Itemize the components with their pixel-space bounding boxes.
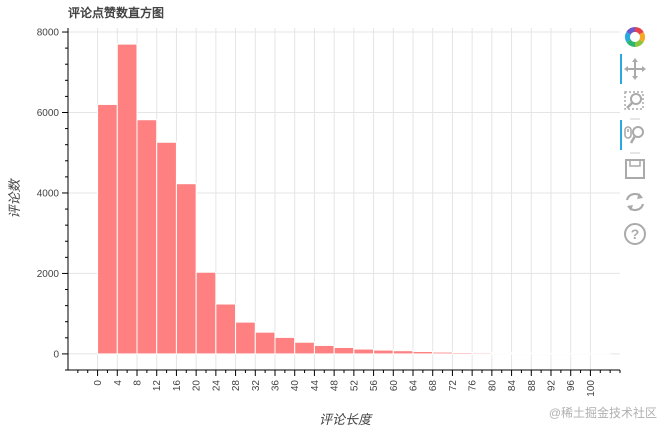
x-axis: 0 4 8 12 16 20 24 28 32 36 40 44 48 52 56 60 64 68 72 76 80 8… — [68, 369, 621, 397]
histogram-bar — [412, 350, 434, 355]
x-tick-label: 28 — [231, 380, 242, 392]
histogram-bar — [511, 352, 532, 355]
histogram-bar — [432, 351, 453, 355]
chart-title: 评论点赞数直方图 — [68, 5, 164, 20]
x-tick-label: 88 — [527, 380, 538, 392]
watermark: @稀土掘金技术社区 — [549, 405, 657, 420]
x-tick-label: 0 — [93, 380, 104, 386]
x-tick-label: 36 — [271, 380, 282, 392]
histogram-bar — [451, 351, 473, 355]
x-tick-label: 56 — [369, 380, 380, 392]
histogram-bar — [195, 271, 217, 355]
x-tick-label: 20 — [192, 380, 203, 392]
y-tick-label: 4000 — [37, 188, 60, 199]
x-tick-label: 80 — [487, 380, 498, 392]
x-tick-label: 72 — [448, 380, 459, 392]
x-tick-label: 4 — [113, 380, 124, 386]
histogram-bar — [97, 103, 118, 355]
x-tick-label: 64 — [409, 380, 420, 392]
svg-text:?: ? — [631, 226, 640, 242]
x-tick-label: 92 — [547, 380, 558, 392]
x-tick-label: 12 — [152, 380, 163, 392]
histogram-bar — [313, 344, 335, 355]
x-tick-label: 100 — [586, 380, 597, 397]
x-tick-label: 16 — [172, 380, 183, 392]
wheel-zoom-active-indicator — [620, 120, 622, 150]
histogram-bar — [491, 352, 513, 355]
x-tick-label: 48 — [330, 380, 341, 392]
x-tick-label: 84 — [507, 380, 518, 392]
pan-icon[interactable] — [624, 58, 646, 80]
histogram-bar — [254, 331, 276, 355]
y-tick-label: 6000 — [37, 108, 60, 119]
y-tick-label: 2000 — [37, 269, 60, 280]
histogram-bar — [530, 352, 552, 355]
histogram-bar — [392, 350, 414, 355]
histogram-bar — [353, 348, 375, 355]
histogram-bar — [116, 43, 138, 355]
x-tick-label: 8 — [133, 380, 144, 386]
y-axis-label: 评论数 — [7, 178, 22, 219]
x-tick-label: 68 — [428, 380, 439, 392]
x-tick-label: 60 — [389, 380, 400, 392]
x-tick-label: 52 — [349, 380, 360, 392]
wheel-zoom-icon[interactable] — [624, 126, 644, 144]
save-icon[interactable] — [625, 159, 645, 179]
y-tick-label: 8000 — [37, 28, 60, 39]
x-tick-label: 44 — [310, 380, 321, 392]
x-tick-label: 76 — [468, 380, 479, 392]
histogram-bar — [175, 183, 197, 355]
reset-icon[interactable] — [625, 192, 645, 212]
x-tick-label: 24 — [211, 380, 222, 392]
y-tick-label: 0 — [53, 349, 59, 360]
histogram-bar — [235, 321, 256, 355]
histogram-bar — [373, 349, 394, 355]
histogram-bar — [136, 119, 158, 355]
y-axis: 0 2000 4000 6000 8000 — [37, 28, 69, 371]
x-tick-label: 32 — [251, 380, 262, 392]
histogram-bar — [274, 336, 296, 355]
bokeh-logo-icon[interactable] — [625, 27, 645, 47]
x-axis-label: 评论长度 — [319, 412, 373, 427]
histogram-bar — [333, 346, 355, 355]
histogram-bar — [294, 341, 315, 355]
x-tick-label: 96 — [566, 380, 577, 392]
x-tick-label: 40 — [290, 380, 301, 392]
histogram-bar — [215, 303, 237, 355]
box-zoom-icon[interactable] — [624, 91, 644, 110]
histogram-bar — [471, 352, 493, 355]
pan-active-indicator — [620, 54, 622, 84]
help-icon[interactable]: ? — [624, 223, 646, 245]
histogram-bar — [156, 141, 177, 355]
bars — [97, 43, 611, 355]
toolbar: ? — [620, 27, 646, 245]
